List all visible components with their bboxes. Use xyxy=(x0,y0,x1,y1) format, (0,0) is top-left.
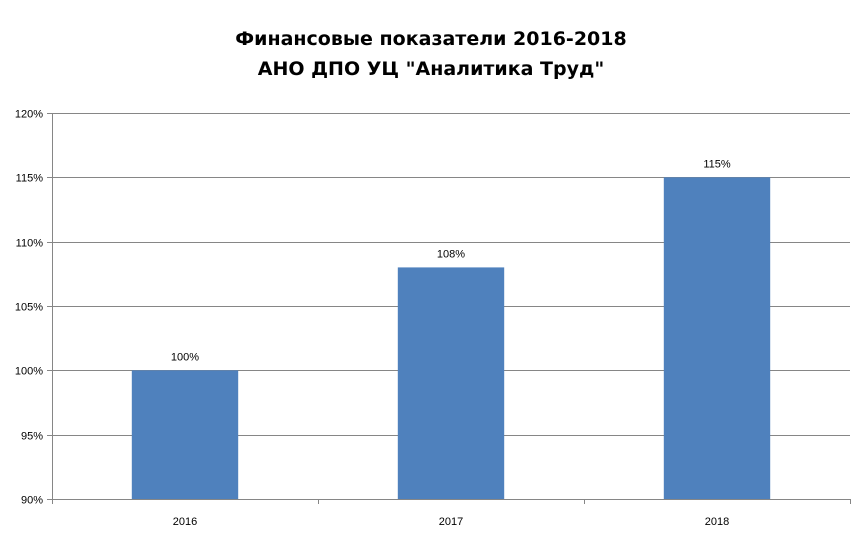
x-tick-label: 2018 xyxy=(705,516,729,528)
x-tick-label: 2016 xyxy=(173,516,197,528)
bar-2017 xyxy=(397,267,505,499)
chart-title-line-2: АНО ДПО УЦ "Аналитика Труд" xyxy=(257,58,605,80)
y-tick-label: 90% xyxy=(21,495,43,507)
axes: 90% 95% 100% 105% 110% 115% 120% xyxy=(15,109,851,507)
data-label-2016: 100% xyxy=(171,351,199,363)
bar-2018 xyxy=(663,177,771,500)
y-tick-label: 100% xyxy=(15,366,43,378)
labels: 100% 2016 108% 2017 115% 2018 xyxy=(171,158,731,528)
bars xyxy=(131,177,771,500)
y-tick-label: 110% xyxy=(16,238,44,250)
y-tick-label: 115% xyxy=(16,173,44,185)
bar-2016 xyxy=(131,370,239,499)
y-tick-label: 105% xyxy=(15,302,43,314)
chart-title-line-1: Финансовые показатели 2016-2018 xyxy=(235,28,627,50)
x-tick-label: 2017 xyxy=(439,516,463,528)
data-label-2017: 108% xyxy=(437,248,465,260)
y-tick-label: 95% xyxy=(21,431,43,443)
y-tick-label: 120% xyxy=(15,109,43,121)
data-label-2018: 115% xyxy=(703,158,731,170)
